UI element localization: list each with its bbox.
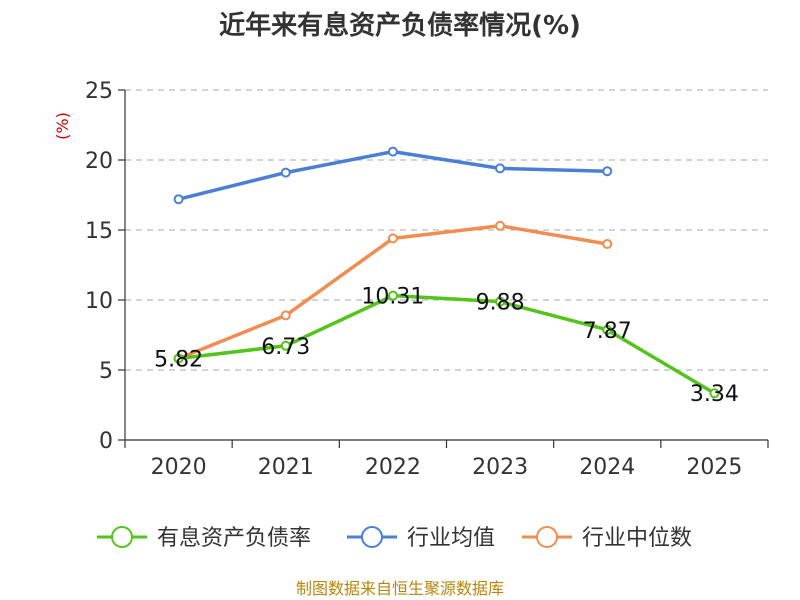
- data-labels: 5.82 6.73 10.31 9.88 7.87 3.34: [154, 285, 739, 408]
- legend: 有息资产负债率 行业均值 行业中位数: [97, 526, 692, 551]
- legend-item: 有息资产负债率: [97, 526, 311, 551]
- y-tick-label: 20: [85, 149, 113, 174]
- source-note: 制图数据来自恒生聚源数据库: [296, 579, 504, 598]
- data-label: 6.73: [261, 335, 310, 360]
- y-tick-label: 0: [99, 429, 113, 454]
- x-tick-label: 2025: [686, 455, 742, 480]
- series-line: [178, 149, 608, 201]
- legend-item: 行业中位数: [522, 526, 692, 551]
- data-point: [387, 146, 398, 157]
- y-tick-label: 15: [85, 219, 113, 244]
- data-point: [495, 163, 506, 174]
- grid-lines: [125, 89, 768, 371]
- legend-marker: [111, 526, 133, 548]
- data-point: [602, 166, 613, 177]
- data-point: [280, 167, 291, 178]
- legend-label: 有息资产负债率: [157, 526, 311, 551]
- data-point: [280, 310, 291, 321]
- legend-label: 行业中位数: [582, 526, 692, 551]
- data-point: [173, 194, 184, 205]
- data-point: [602, 239, 613, 249]
- x-tick-label: 2023: [472, 455, 528, 480]
- legend-marker: [536, 526, 558, 548]
- data-point: [387, 290, 398, 301]
- data-label: 10.31: [361, 285, 424, 310]
- series-0: [173, 290, 720, 399]
- y-axis-unit: (%): [53, 112, 72, 140]
- chart-title: 近年来有息资产负债率情况(%): [219, 10, 581, 41]
- legend-marker: [361, 526, 383, 548]
- y-tick-label: 10: [85, 289, 113, 314]
- x-tick-label: 2021: [258, 455, 314, 480]
- x-tick-label: 2020: [151, 455, 207, 480]
- data-label: 5.82: [154, 348, 203, 373]
- legend-label: 行业均值: [407, 526, 495, 551]
- y-tick-label: 5: [99, 359, 113, 384]
- x-tick-label: 2024: [579, 455, 635, 480]
- data-point: [173, 353, 184, 364]
- series-1: [173, 146, 613, 205]
- series-line: [178, 293, 716, 395]
- data-point: [495, 296, 506, 307]
- x-tick-label: 2022: [365, 455, 421, 480]
- data-label: 3.34: [690, 382, 739, 407]
- data-point: [495, 220, 506, 231]
- y-tick-label: 25: [85, 79, 113, 104]
- series-2: [173, 220, 613, 364]
- data-label: 7.87: [583, 319, 632, 344]
- series-layer: [173, 146, 720, 399]
- data-point: [602, 324, 613, 335]
- legend-item: 行业均值: [347, 526, 495, 551]
- data-point: [709, 388, 720, 399]
- data-point: [387, 233, 398, 244]
- data-label: 9.88: [476, 291, 525, 316]
- data-point: [280, 340, 291, 351]
